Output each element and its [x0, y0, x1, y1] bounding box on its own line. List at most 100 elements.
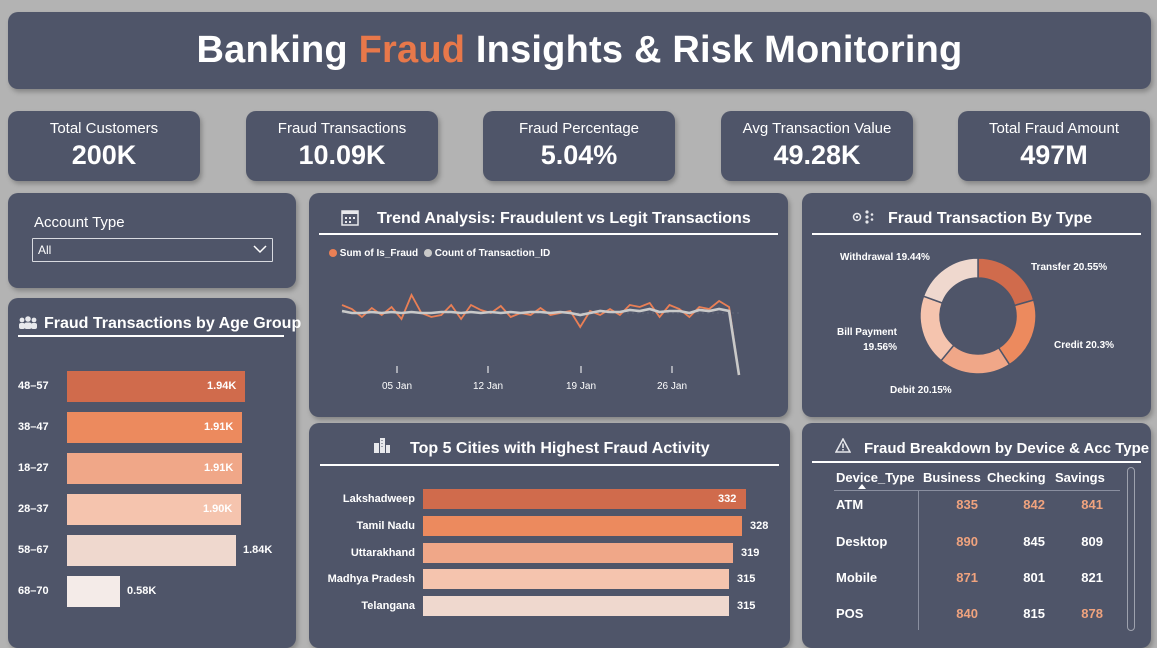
age-category-label: 38–47 — [18, 421, 49, 433]
table-cell-value: 842 — [1023, 497, 1045, 512]
city-bar[interactable] — [423, 569, 729, 589]
age-bar-value: 1.91K — [204, 462, 234, 474]
trend-panel: Trend Analysis: Fraudulent vs Legit Tran… — [309, 193, 788, 417]
kpi-label: Total Customers — [49, 120, 159, 137]
donut-slice[interactable] — [939, 344, 1011, 375]
legend-swatch — [423, 249, 432, 257]
kpi-card-fraud-percentage: Fraud Percentage 5.04% — [483, 111, 675, 181]
device-breakdown-panel: Fraud Breakdown by Device & Acc Type — [802, 423, 1151, 648]
age-bar-value: 1.91K — [204, 421, 234, 433]
people-icon — [19, 316, 37, 329]
panel-title: Fraud Transaction By Type — [888, 210, 1093, 227]
city-label: Uttarakhand — [350, 547, 415, 559]
x-tick-label: 05 Jan — [382, 381, 412, 392]
title-underline — [319, 233, 778, 235]
legend-swatch — [329, 249, 337, 257]
dropdown-value: All — [38, 243, 52, 257]
title-underline — [18, 335, 284, 337]
header-divider — [834, 490, 1120, 491]
kpi-label: Total Fraud Amount — [988, 120, 1120, 137]
table-cell-value: 871 — [956, 570, 978, 585]
table-cell-device: Desktop — [836, 534, 888, 549]
kpi-value: 200K — [71, 140, 137, 170]
age-category-label: 18–27 — [18, 462, 49, 474]
age-bar[interactable] — [67, 453, 242, 484]
x-tick-label: 26 Jan — [657, 381, 687, 392]
donut-slice[interactable] — [922, 257, 979, 304]
age-bar-value: 1.84K — [243, 544, 273, 556]
kpi-value: 10.09K — [298, 140, 386, 170]
donut-label: Bill Payment — [837, 327, 898, 338]
buildings-icon — [374, 438, 390, 453]
donut-slice[interactable] — [977, 257, 1035, 307]
age-bar[interactable] — [67, 535, 236, 566]
city-bar[interactable] — [423, 489, 746, 509]
panel-title: Trend Analysis: Fraudulent vs Legit Tran… — [377, 210, 751, 227]
donut-slice[interactable] — [997, 299, 1037, 366]
age-category-label: 68–70 — [18, 585, 49, 597]
table-cell-value: 841 — [1081, 497, 1103, 512]
sort-indicator-icon[interactable] — [858, 484, 866, 489]
table-cell-device: POS — [836, 606, 864, 621]
city-bar[interactable] — [423, 516, 742, 536]
column-divider — [918, 491, 919, 630]
city-bar-value: 332 — [718, 493, 737, 505]
series-line-is-fraud — [341, 292, 740, 376]
title-underline — [320, 464, 779, 466]
title-underline — [812, 233, 1141, 235]
panel-title: Fraud Transactions by Age Group — [44, 315, 302, 332]
city-bar-value: 328 — [750, 520, 769, 532]
table-cell-value: 801 — [1023, 570, 1045, 585]
kpi-value: 497M — [1020, 140, 1088, 170]
legend-item[interactable]: Sum of Is_Fraud — [339, 248, 419, 259]
series-line-transaction-count — [341, 307, 741, 376]
table-cell-value: 845 — [1023, 534, 1045, 549]
account-type-dropdown[interactable]: All — [32, 238, 273, 262]
column-header-business[interactable]: Business — [923, 470, 981, 485]
column-header-checking[interactable]: Checking — [987, 470, 1046, 485]
panel-title: Fraud Breakdown by Device & Acc Type — [864, 440, 1150, 457]
donut-label: Withdrawal 19.44% — [840, 252, 930, 263]
column-header-savings[interactable]: Savings — [1055, 470, 1105, 485]
city-bar[interactable] — [423, 543, 733, 563]
age-category-label: 48–57 — [18, 380, 49, 392]
calendar-chart-icon — [341, 210, 359, 226]
city-label: Lakshadweep — [342, 493, 415, 505]
table-cell-value: 840 — [956, 606, 978, 621]
filter-label: Account Type — [34, 214, 125, 231]
dashboard-title: Banking Fraud Insights & Risk Monitoring — [196, 29, 963, 71]
top-cities-panel: Top 5 Cities with Highest Fraud Activity… — [309, 423, 790, 648]
age-bar[interactable] — [67, 576, 120, 607]
donut-slice[interactable] — [919, 295, 955, 362]
city-label: Telangana — [361, 600, 415, 612]
age-bar[interactable] — [67, 494, 241, 525]
city-bar[interactable] — [423, 596, 729, 616]
x-tick-label: 19 Jan — [566, 381, 596, 392]
city-bar-value: 315 — [737, 600, 756, 612]
legend-item[interactable]: Count of Transaction_ID — [434, 248, 551, 259]
table-cell-device: Mobile — [836, 570, 878, 585]
donut-label: Transfer 20.55% — [1031, 262, 1107, 273]
table-cell-value: 815 — [1023, 606, 1045, 621]
trend-line-chart: 05 Jan 12 Jan 19 Jan 26 Jan — [341, 292, 741, 392]
panel-title: Top 5 Cities with Highest Fraud Activity — [410, 440, 710, 457]
x-tick-label: 12 Jan — [473, 381, 503, 392]
table-cell-value: 890 — [956, 534, 978, 549]
age-bar[interactable] — [67, 412, 242, 443]
table-cell-value: 821 — [1081, 570, 1103, 585]
age-bar-value: 1.90K — [203, 503, 233, 515]
trend-legend: Sum of Is_Fraud Count of Transaction_ID — [329, 248, 550, 259]
age-category-label: 28–37 — [18, 503, 49, 515]
age-bar-value: 1.94K — [207, 380, 237, 392]
fraud-type-donut-chart: Transfer 20.55% Credit 20.3% Debit 20.15% B… — [837, 252, 1114, 396]
city-label: Madhya Pradesh — [327, 573, 415, 585]
kpi-card-total-customers: Total Customers 200K — [8, 111, 200, 181]
age-bar[interactable] — [67, 371, 245, 402]
account-type-filter: Account Type All — [8, 193, 296, 288]
table-cell-value: 835 — [956, 497, 978, 512]
column-header-device-type[interactable]: Device_Type — [836, 470, 915, 485]
city-bar-value: 319 — [741, 547, 760, 559]
dashboard-title-bar: Banking Fraud Insights & Risk Monitoring — [8, 12, 1151, 89]
table-scrollbar[interactable] — [1127, 467, 1135, 631]
table-cell-value: 809 — [1081, 534, 1103, 549]
